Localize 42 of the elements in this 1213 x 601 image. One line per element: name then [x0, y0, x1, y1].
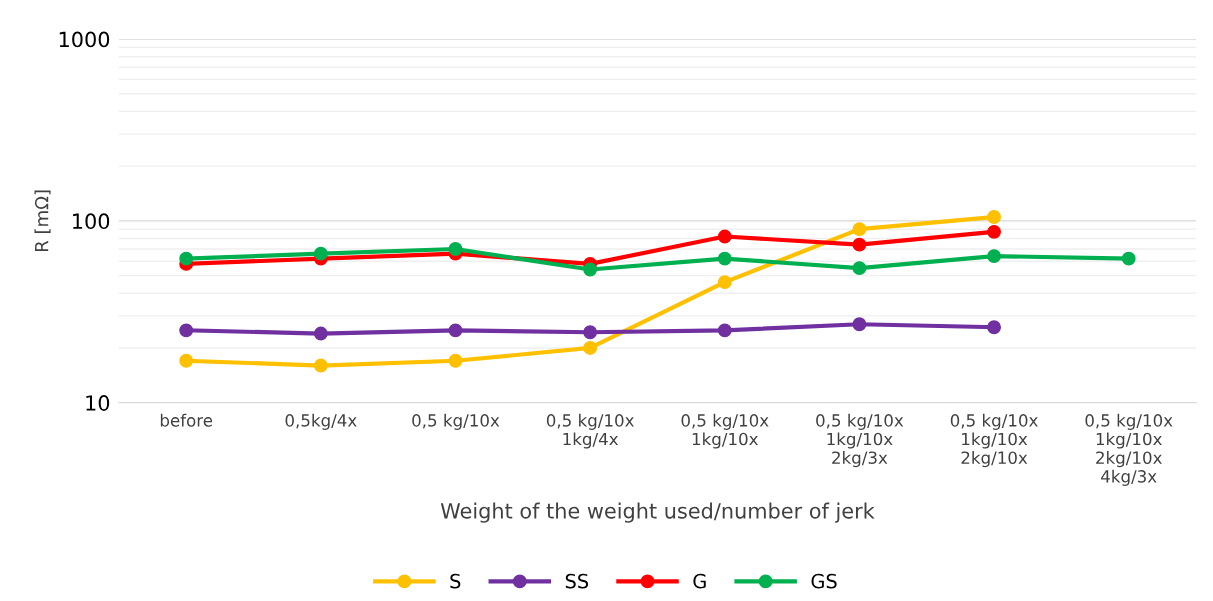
- x-tick-label: before: [160, 413, 213, 427]
- point: [717, 275, 732, 290]
- point: [717, 251, 732, 266]
- point: [987, 224, 1001, 239]
- point: [448, 353, 463, 368]
- x-tick-label: 0,5 kg/10x 1kg/4x: [546, 413, 634, 449]
- y-tick-label: 100: [73, 213, 110, 230]
- x-axis-title: Weight of the weight used/number of jerk: [440, 502, 875, 523]
- legend-label: SS: [565, 573, 589, 589]
- legend-label: GS: [811, 573, 837, 589]
- x-tick-label: 0,5 kg/10x: [412, 413, 500, 430]
- y-tick-label: 10: [86, 395, 110, 411]
- legend-label: S: [450, 573, 461, 589]
- point: [179, 323, 194, 338]
- point: [852, 317, 867, 332]
- point: [448, 242, 463, 256]
- point: [987, 210, 1001, 224]
- y-axis-title: R [mΩ]: [34, 190, 51, 251]
- legend-label: G: [693, 573, 706, 589]
- point: [583, 262, 598, 277]
- point: [583, 325, 598, 340]
- point: [852, 261, 867, 276]
- point: [179, 353, 194, 368]
- x-tick-label: 0,5 kg/10x 1kg/10x 2kg/10x: [950, 413, 1038, 468]
- point: [313, 358, 328, 373]
- point: [852, 237, 867, 252]
- x-tick-label: 0,5 kg/10x 1kg/10x 2kg/10x 4kg/3x: [1085, 413, 1173, 486]
- point: [987, 249, 1001, 264]
- point: [987, 320, 1001, 335]
- x-tick-label: 0,5kg/4x: [285, 413, 357, 430]
- point: [179, 251, 194, 266]
- point: [583, 340, 598, 355]
- point: [717, 323, 732, 338]
- point: [852, 222, 867, 237]
- point: [313, 326, 328, 341]
- point: [313, 246, 328, 261]
- x-tick-label: 0,5 kg/10x 1kg/10x 2kg/3x: [816, 413, 904, 468]
- x-tick-label: 0,5 kg/10x 1kg/10x: [681, 413, 769, 449]
- point: [1121, 251, 1136, 266]
- point: [717, 229, 732, 244]
- point: [448, 323, 463, 338]
- y-tick-label: 1000: [59, 31, 110, 48]
